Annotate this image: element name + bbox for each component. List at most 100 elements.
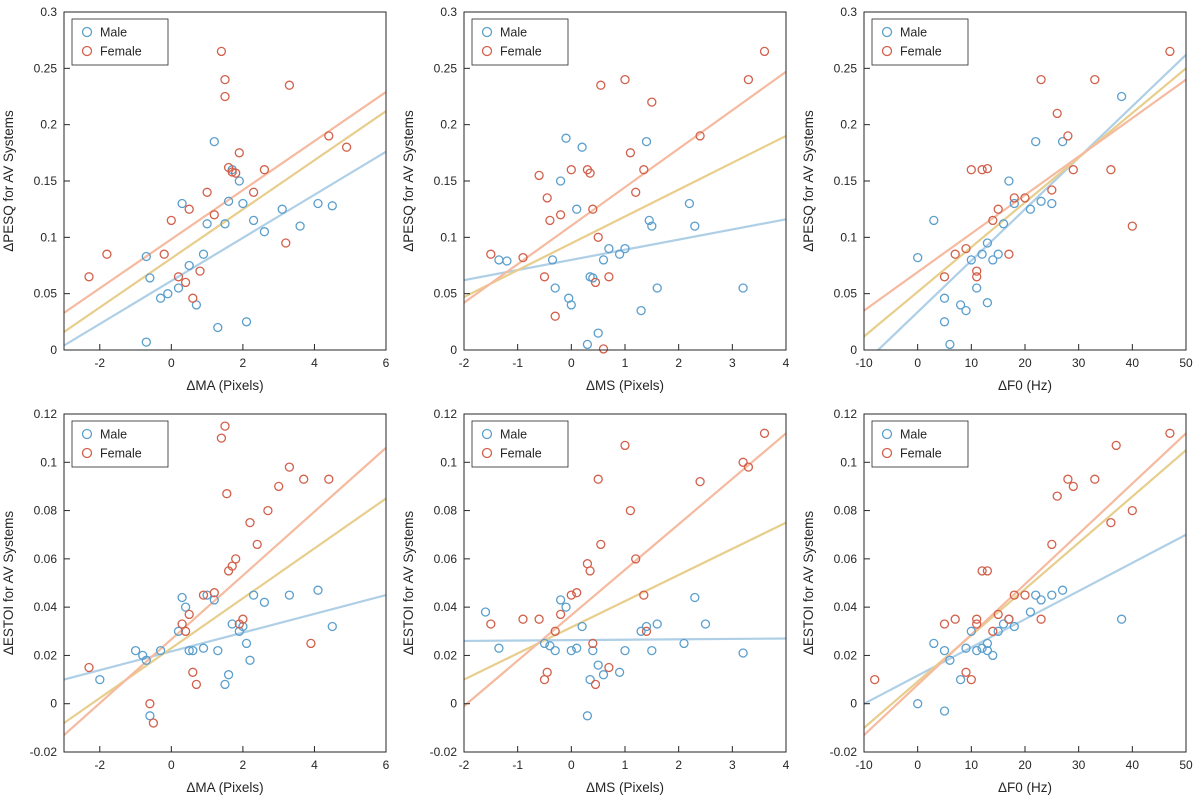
subplot-estoi-vs-df0-svg: -10 0 10 20 30 40 50 -0.02 0 0.02 0.04 0.06 0.08 0.1 0… [801, 407, 1193, 795]
data-point [588, 645, 598, 656]
y-tick-label: 0 [450, 343, 457, 357]
legend: Male Female [471, 18, 569, 66]
fit-line-male [464, 218, 786, 282]
male-points [95, 585, 337, 721]
y-tick-label: 0.3 [440, 5, 457, 19]
x-tick-label: 4 [783, 758, 790, 772]
data-point [141, 337, 151, 347]
data-point [195, 266, 205, 276]
data-point [1063, 474, 1073, 484]
subplot-pesq-vs-df0-svg: -10 0 10 20 30 40 5000.050.10.150.20.250.3ΔF0 … [801, 5, 1193, 393]
legend-label-male: Male [900, 428, 927, 442]
data-point [209, 595, 219, 605]
data-point [759, 428, 770, 438]
x-axis-label: ΔMA (Pixels) [186, 378, 263, 393]
y-tick-label: 0.3 [40, 5, 57, 19]
data-point [180, 626, 191, 636]
data-point [596, 80, 606, 90]
legend-marker-male [881, 428, 893, 440]
y-tick-label: 0.3 [840, 5, 857, 19]
data-point [1009, 590, 1019, 600]
data-point [972, 645, 982, 656]
x-tick-label: 50 [1179, 356, 1193, 370]
data-point [1047, 539, 1057, 550]
fit-line-female [464, 432, 786, 707]
data-point [1004, 614, 1014, 624]
data-point [939, 317, 950, 327]
fit-line-female [464, 70, 786, 304]
data-point [1031, 136, 1041, 147]
male-points [494, 133, 748, 350]
subplot-pesq-vs-dms-svg: -2 -1 0 1 2 3 4 0 0.05 0.1 0.15 0.2 0.25 0.3 ΔMS (Pixe… [401, 5, 790, 393]
y-axis-label: ΔESTOI for AV Systems [401, 511, 416, 656]
x-tick-label: 6 [383, 356, 390, 370]
data-point [945, 339, 955, 350]
data-point [141, 655, 151, 665]
fit-line-female [864, 432, 1186, 736]
x-tick-label: 2 [240, 758, 247, 772]
data-point [614, 249, 625, 259]
female-points [486, 428, 770, 690]
y-tick-label: 0 [850, 343, 857, 357]
y-tick-label: 0.1 [440, 455, 457, 469]
data-point [929, 215, 939, 226]
data-point [284, 590, 295, 600]
data-point [542, 667, 552, 677]
data-point [993, 204, 1003, 214]
data-point [588, 204, 598, 214]
data-point [939, 272, 950, 282]
y-tick-label: 0.1 [40, 455, 57, 469]
data-point [248, 590, 259, 600]
legend-marker-male [881, 26, 893, 38]
data-point [550, 645, 560, 656]
data-point [555, 176, 566, 186]
data-point [213, 645, 223, 656]
data-point [534, 170, 544, 181]
data-point [202, 219, 212, 229]
legend-label-male: Male [900, 26, 927, 40]
data-point [159, 249, 169, 259]
y-tick-label: -0.02 [430, 745, 458, 759]
data-point [216, 46, 227, 57]
fit-line-female [864, 78, 1186, 312]
legend-marker-male [481, 26, 493, 38]
data-point [184, 645, 194, 656]
data-point [561, 133, 571, 143]
data-point [647, 221, 657, 231]
subplot-pesq-vs-dms: -2 -1 0 1 2 3 4 0 0.05 0.1 0.15 0.2 0.25 0.3 ΔMS (Pixe… [400, 0, 800, 402]
data-point [1068, 481, 1078, 492]
data-point [259, 227, 270, 237]
data-point [604, 272, 614, 282]
data-point [313, 585, 323, 595]
data-point [966, 255, 976, 265]
data-point [982, 645, 993, 656]
data-point [620, 243, 630, 254]
y-tick-label: 0.12 [34, 407, 58, 421]
legend: Male Female [871, 18, 969, 66]
y-tick-label: 0.15 [34, 174, 58, 188]
data-point [555, 210, 566, 220]
data-point [998, 219, 1009, 229]
data-point [641, 136, 652, 147]
data-point [550, 311, 560, 321]
data-point [173, 272, 184, 282]
data-point [1057, 585, 1068, 595]
data-point [545, 641, 555, 651]
data-point [274, 481, 284, 492]
data-point [652, 619, 662, 629]
x-tick-label: -2 [459, 758, 470, 772]
data-point [213, 322, 223, 333]
data-point [209, 588, 219, 598]
data-point [198, 643, 209, 653]
female-points [870, 428, 1175, 685]
data-point [593, 232, 603, 242]
data-point [502, 256, 512, 266]
x-tick-label: 30 [1072, 356, 1086, 370]
data-point [284, 80, 295, 90]
data-point [1031, 590, 1041, 600]
legend-label-female: Female [900, 45, 942, 59]
data-point [966, 674, 976, 685]
data-point [486, 619, 496, 629]
data-point [961, 643, 971, 653]
